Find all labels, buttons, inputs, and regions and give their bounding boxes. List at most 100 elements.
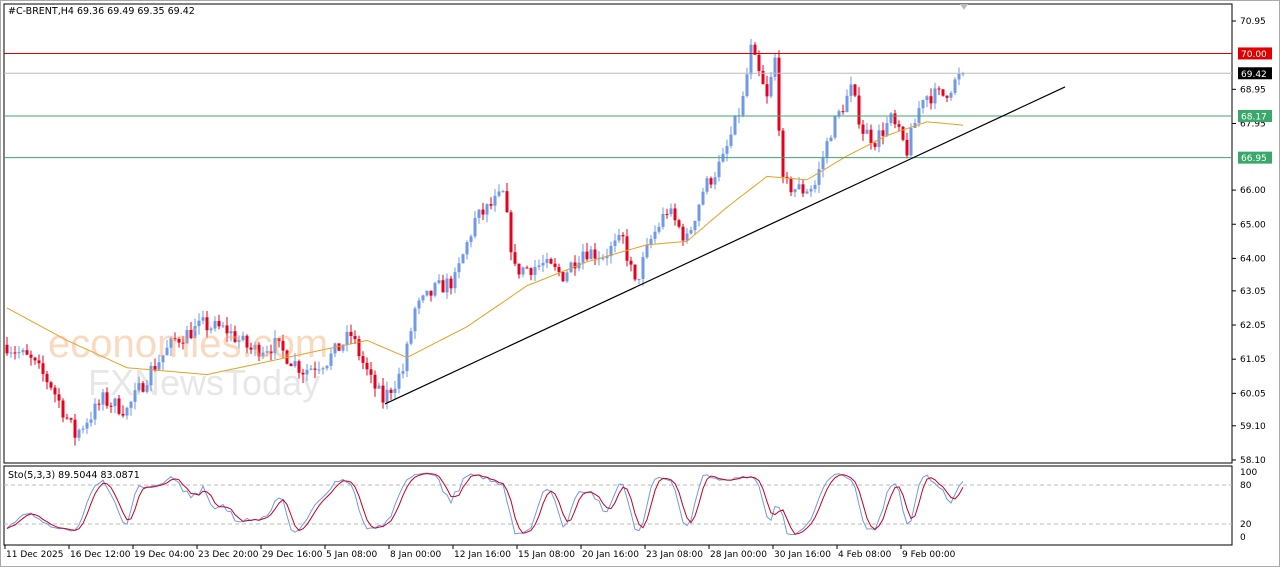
candle-body bbox=[249, 347, 253, 350]
candle bbox=[309, 365, 313, 371]
candle-body bbox=[489, 204, 493, 206]
candle bbox=[137, 376, 141, 393]
candle-body bbox=[805, 191, 809, 194]
candle-body bbox=[789, 178, 793, 193]
candle bbox=[41, 355, 45, 382]
candle-body bbox=[197, 320, 201, 327]
candle-body bbox=[629, 260, 633, 265]
y-tick-label: 65.00 bbox=[1240, 220, 1266, 230]
candle-body bbox=[613, 240, 617, 246]
candle-body bbox=[561, 272, 565, 282]
candle bbox=[225, 317, 229, 342]
y-tick-label: 66.00 bbox=[1240, 186, 1266, 196]
candle-body bbox=[513, 252, 517, 264]
candle bbox=[689, 226, 693, 235]
candle-body bbox=[153, 365, 157, 370]
candle bbox=[421, 294, 425, 304]
candle-body bbox=[9, 352, 13, 354]
candle bbox=[373, 370, 377, 397]
y-tick-label: 67.95 bbox=[1240, 119, 1266, 129]
candle-body bbox=[829, 137, 833, 142]
candle-body bbox=[165, 347, 169, 356]
candle bbox=[773, 52, 777, 81]
candle-body bbox=[949, 92, 953, 98]
x-tick-label: 8 Jan 00:00 bbox=[390, 550, 442, 560]
candle-body bbox=[241, 335, 245, 341]
x-tick-label: 5 Jan 08:00 bbox=[326, 550, 378, 560]
price-label: 70.00 bbox=[1241, 50, 1267, 60]
candle-body bbox=[769, 76, 773, 97]
candle-body bbox=[693, 220, 697, 231]
candle bbox=[197, 313, 201, 335]
candle bbox=[641, 251, 645, 287]
candle bbox=[185, 325, 189, 344]
candle-body bbox=[145, 385, 149, 392]
candle bbox=[437, 274, 441, 285]
candle bbox=[161, 355, 165, 371]
y-tick-label: 61.05 bbox=[1240, 355, 1266, 365]
candle-body bbox=[713, 177, 717, 185]
candle-body bbox=[225, 325, 229, 334]
candle-body bbox=[89, 419, 93, 423]
candle-body bbox=[205, 317, 209, 331]
candle bbox=[921, 99, 925, 114]
candle bbox=[277, 337, 281, 348]
candle-body bbox=[833, 116, 837, 138]
candle-body bbox=[445, 278, 449, 293]
x-tick-label: 23 Jan 08:00 bbox=[646, 550, 703, 560]
x-tick-label: 4 Feb 08:00 bbox=[838, 550, 892, 560]
candle bbox=[893, 109, 897, 129]
candle-body bbox=[305, 369, 309, 375]
candle bbox=[397, 367, 401, 394]
candle-body bbox=[817, 169, 821, 185]
candle bbox=[705, 175, 709, 195]
candle-body bbox=[177, 338, 181, 343]
candle-body bbox=[261, 352, 265, 357]
candle-body bbox=[481, 209, 485, 215]
candle bbox=[677, 218, 681, 229]
candle-body bbox=[945, 95, 949, 98]
candle bbox=[53, 385, 57, 403]
candle bbox=[953, 77, 957, 95]
candle bbox=[337, 343, 341, 351]
candle-body bbox=[709, 178, 713, 185]
candle bbox=[393, 380, 397, 400]
candle bbox=[181, 336, 185, 350]
candle bbox=[745, 67, 749, 98]
candle bbox=[229, 323, 233, 342]
candle bbox=[477, 209, 481, 224]
candle bbox=[517, 263, 521, 279]
stochastic-pane-border bbox=[3, 465, 1233, 546]
candle bbox=[589, 245, 593, 260]
candle bbox=[897, 120, 901, 132]
candle-body bbox=[85, 422, 89, 429]
candle bbox=[673, 203, 677, 226]
candle bbox=[557, 263, 561, 277]
candle bbox=[357, 335, 361, 361]
candle bbox=[201, 310, 205, 325]
candle bbox=[833, 115, 837, 140]
candle bbox=[97, 399, 101, 411]
candle bbox=[233, 325, 237, 344]
candle bbox=[485, 203, 489, 223]
candle bbox=[481, 202, 485, 221]
candle-body bbox=[461, 254, 465, 264]
candle bbox=[605, 248, 609, 266]
candle bbox=[681, 223, 685, 246]
candle bbox=[609, 241, 613, 264]
candle bbox=[289, 363, 293, 367]
candle bbox=[769, 72, 773, 99]
candle bbox=[189, 322, 193, 340]
candle bbox=[129, 400, 133, 416]
stochastic-title: Sto(5,3,3) 89.5044 83.0871 bbox=[8, 470, 140, 481]
candle-body bbox=[573, 262, 577, 269]
candle-body bbox=[173, 338, 177, 340]
candle bbox=[493, 189, 497, 212]
candle-body bbox=[929, 96, 933, 104]
candle-body bbox=[569, 262, 573, 273]
x-tick-label: 23 Dec 20:00 bbox=[198, 550, 259, 560]
candle-body bbox=[493, 195, 497, 206]
candle bbox=[329, 348, 333, 370]
candle-body bbox=[421, 295, 425, 301]
